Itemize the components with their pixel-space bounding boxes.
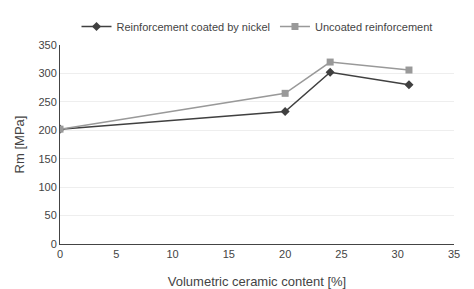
svg-text:0: 0 — [51, 238, 57, 250]
svg-text:35: 35 — [448, 248, 460, 260]
svg-text:30: 30 — [392, 248, 404, 260]
svg-text:50: 50 — [45, 209, 57, 221]
svg-text:0: 0 — [57, 248, 63, 260]
svg-text:100: 100 — [38, 181, 56, 193]
svg-text:200: 200 — [38, 124, 56, 136]
svg-text:10: 10 — [166, 248, 178, 260]
svg-text:5: 5 — [113, 248, 119, 260]
svg-text:15: 15 — [223, 248, 235, 260]
svg-text:25: 25 — [335, 248, 347, 260]
svg-text:Rm [MPa]: Rm [MPa] — [12, 116, 27, 174]
svg-text:Reinforcement coated by nickel: Reinforcement coated by nickel — [117, 21, 270, 33]
svg-text:250: 250 — [38, 96, 56, 108]
svg-text:Uncoated reinforcement: Uncoated reinforcement — [315, 21, 432, 33]
svg-text:150: 150 — [38, 153, 56, 165]
svg-text:Volumetric ceramic content [%]: Volumetric ceramic content [%] — [168, 274, 346, 289]
svg-text:350: 350 — [38, 39, 56, 51]
svg-text:20: 20 — [279, 248, 291, 260]
svg-text:300: 300 — [38, 67, 56, 79]
